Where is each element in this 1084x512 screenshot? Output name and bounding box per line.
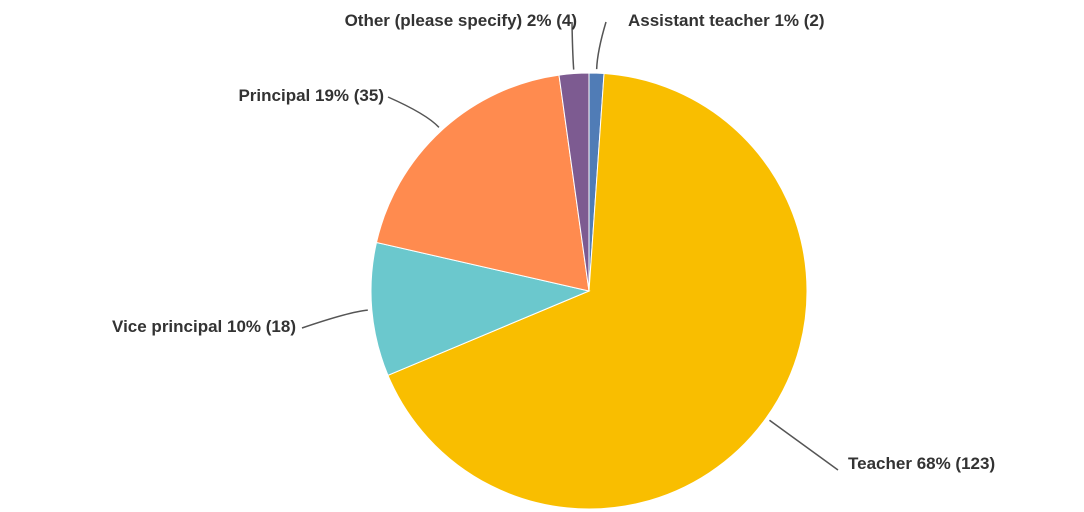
pie-slice xyxy=(375,74,590,292)
leader-line xyxy=(595,21,607,70)
slice-label: Teacher 68% (123) xyxy=(848,454,995,473)
leader-line xyxy=(387,96,440,128)
slice-value-label: 10% (18) xyxy=(227,317,296,336)
slice-value-label: 68% (123) xyxy=(917,454,995,473)
pie-slice xyxy=(370,241,591,376)
slice-category: Assistant teacher xyxy=(628,11,770,30)
leader-line xyxy=(571,21,575,70)
slice-label: Assistant teacher 1% (2) xyxy=(628,11,825,30)
leader-line xyxy=(769,419,839,471)
slice-value-label: 1% (2) xyxy=(774,11,824,30)
slice-value-label: 19% (35) xyxy=(315,86,384,105)
slice-label: Vice principal 10% (18) xyxy=(112,317,296,336)
slice-label: Principal 19% (35) xyxy=(238,86,384,105)
slice-category: Other (please specify) xyxy=(345,11,523,30)
slice-value-label: 2% (4) xyxy=(527,11,577,30)
slice-label: Other (please specify) 2% (4) xyxy=(345,11,577,30)
pie-slice xyxy=(387,72,808,510)
leader-line xyxy=(301,309,368,329)
slice-category: Teacher xyxy=(848,454,912,473)
slice-category: Principal xyxy=(238,86,310,105)
slice-category: Vice principal xyxy=(112,317,222,336)
pie-slice xyxy=(558,72,590,292)
